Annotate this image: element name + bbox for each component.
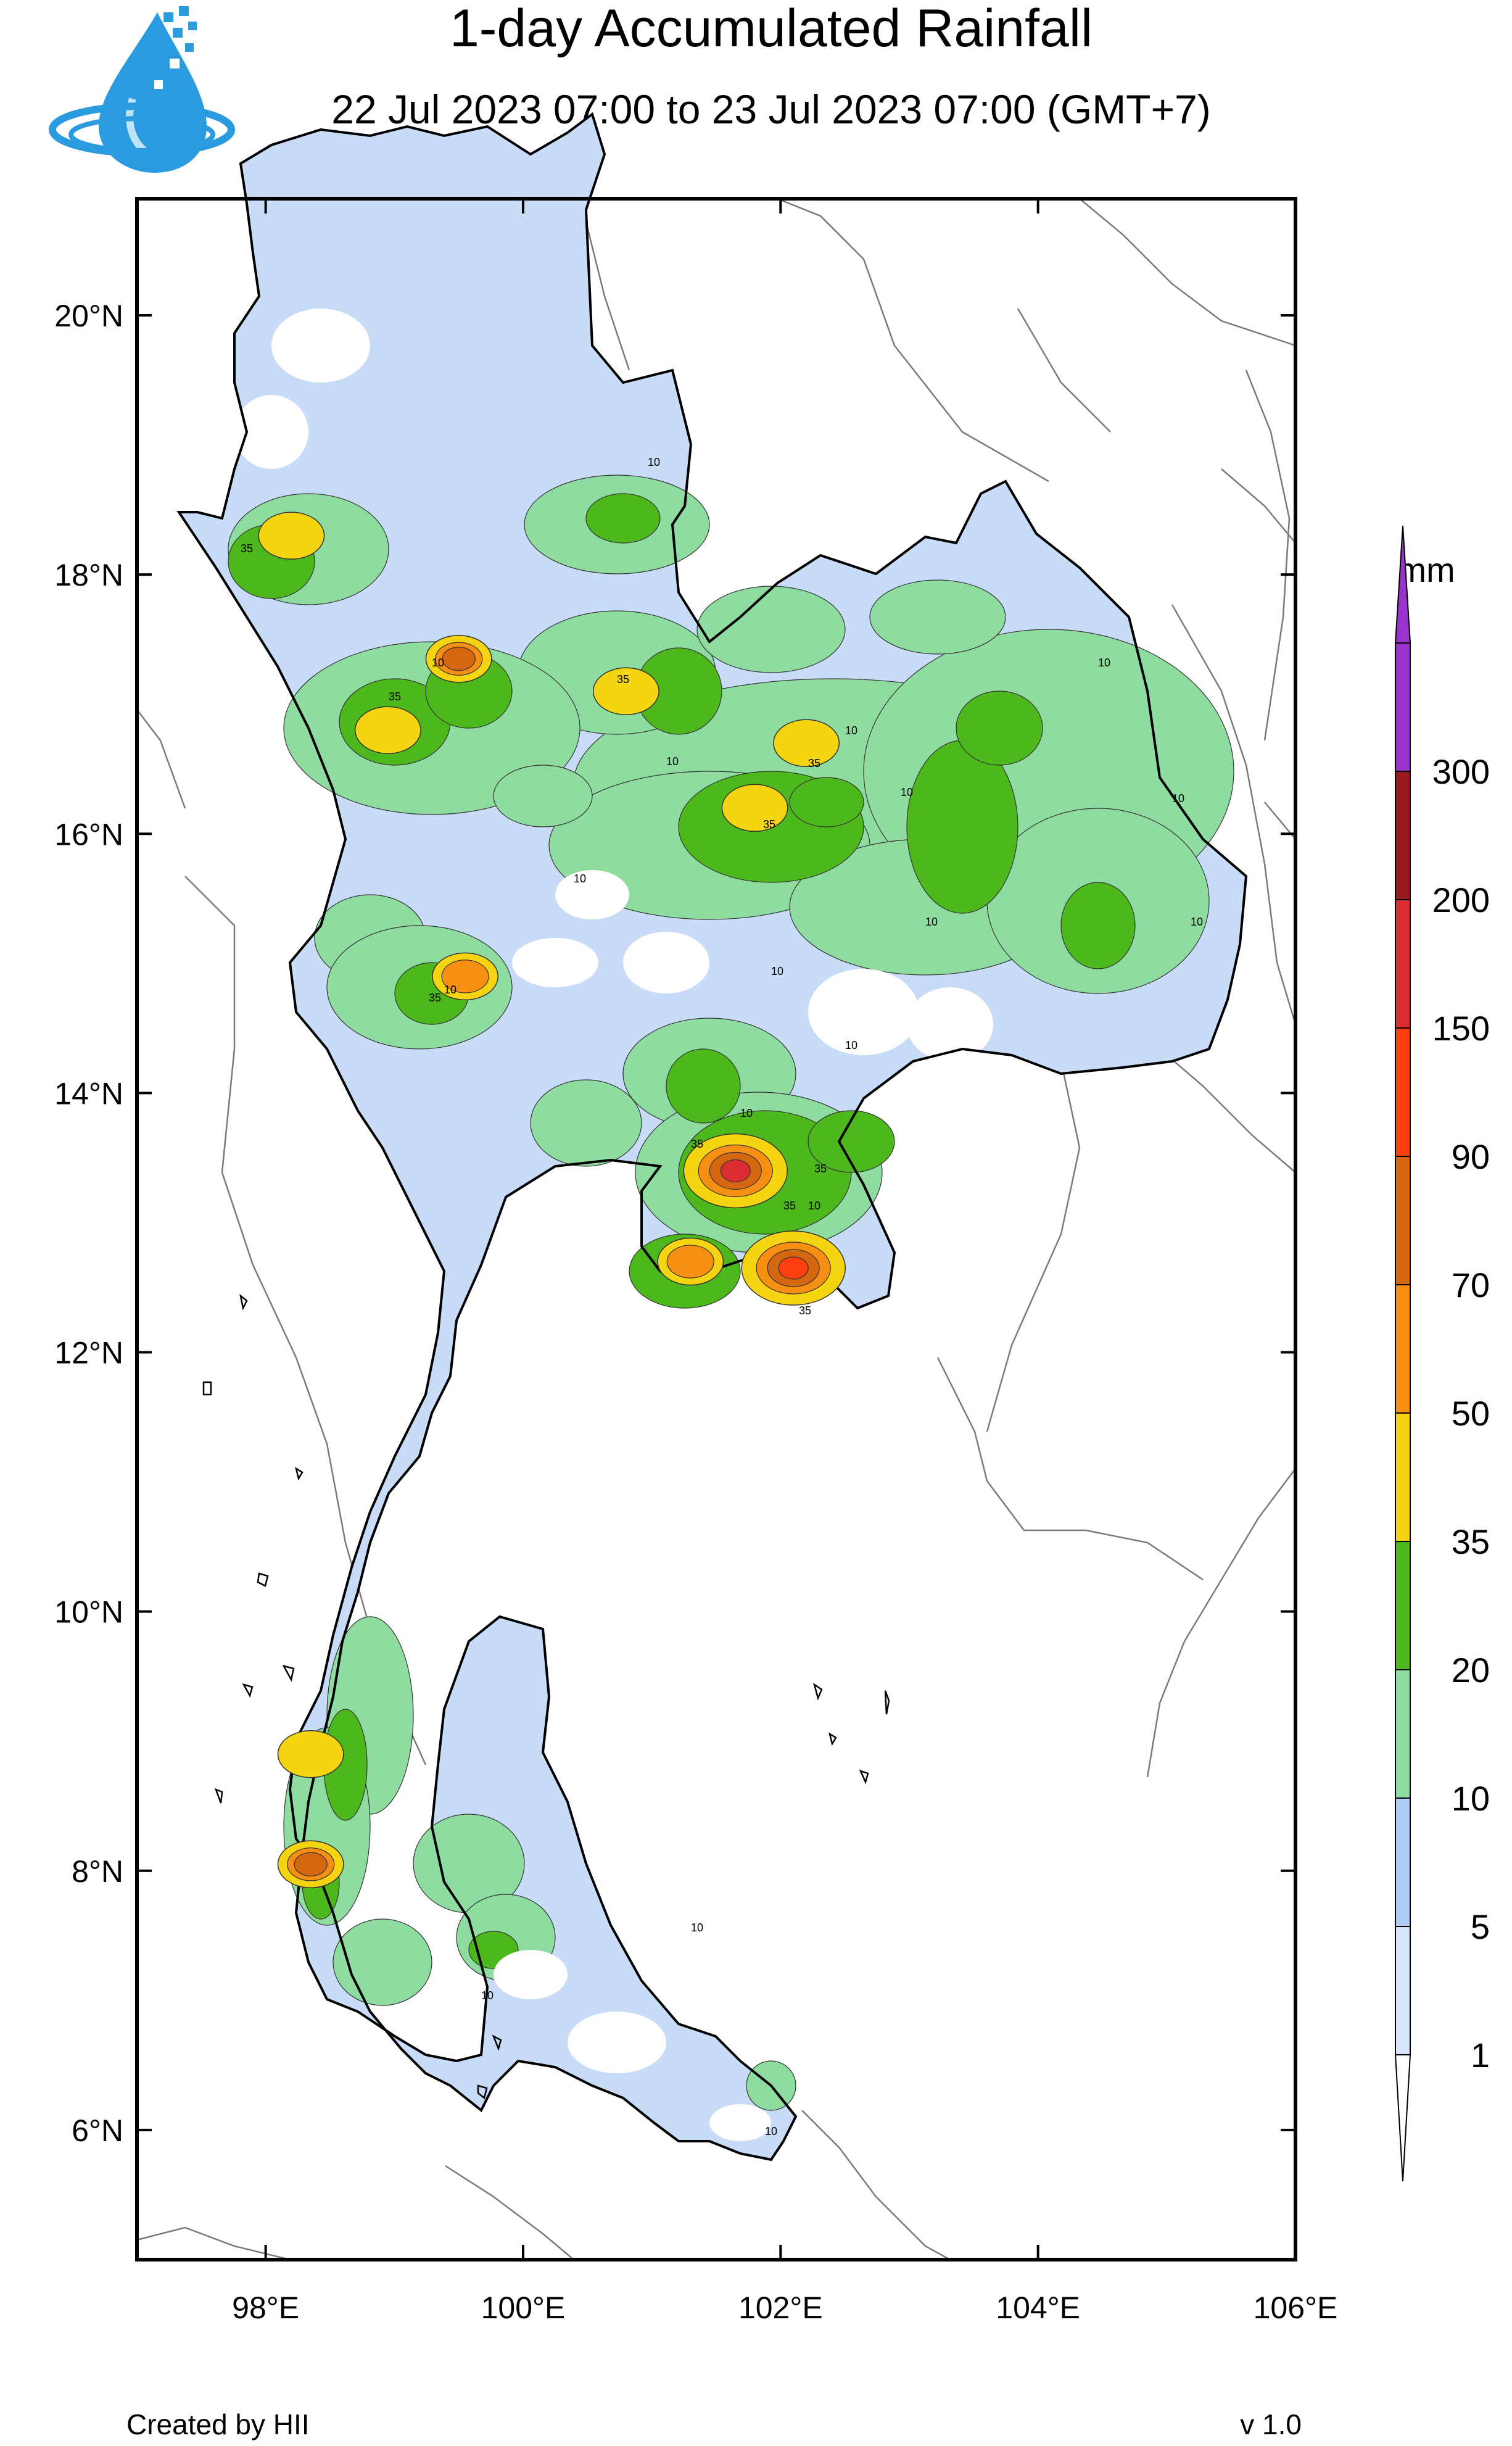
credit-text: Created by HII: [126, 2408, 310, 2440]
lon-tick-label-0: 98°E: [232, 2291, 299, 2325]
colorbar-swatch-7: [1395, 1027, 1411, 1157]
contour-label-10-7: 10: [444, 984, 456, 996]
rain-cell-peak-7: [720, 1159, 751, 1183]
contour-label-35-1: 35: [389, 690, 401, 703]
islands: [202, 1293, 890, 2100]
contour-label-10-15: 10: [691, 1922, 703, 1934]
rain-cell-5: [721, 784, 788, 832]
contour-label-35-4: 35: [763, 818, 775, 831]
colorbar-level-label-2: 10: [1452, 1779, 1490, 1818]
map-axes: 98°E 100°E 102°E 104°E 106°E 20°N 18°N 16°N 14°N…: [54, 199, 1337, 2325]
lon-tick-label-2: 102°E: [738, 2291, 823, 2325]
colorbar-level-label-9: 200: [1432, 881, 1490, 919]
rain-cell-core-6: [441, 960, 489, 993]
colorbar-swatch-8: [1395, 899, 1411, 1029]
colorbar-level-label-7: 90: [1452, 1137, 1490, 1176]
colorbar-level-label-6: 70: [1452, 1266, 1490, 1304]
colorbar-swatch-0: [1395, 1926, 1411, 2055]
colorbar-level-label-10: 300: [1432, 752, 1490, 791]
colorbar-level-label-5: 50: [1452, 1394, 1490, 1433]
rain-cell-0: [258, 512, 325, 560]
contour-label-10-9: 10: [925, 916, 938, 928]
contour-label-35-8: 35: [799, 1304, 811, 1317]
version-text: v 1.0: [1240, 2408, 1302, 2440]
contour-label-35-2: 35: [617, 673, 629, 686]
contour-label-10-1: 10: [666, 755, 679, 768]
lat-tick-label-0: 20°N: [54, 299, 123, 333]
contour-label-35-7: 35: [783, 1200, 796, 1212]
colorbar-swatch-6: [1395, 1156, 1411, 1285]
lon-tick-label-1: 100°E: [481, 2291, 566, 2325]
chart-title: 1-day Accumulated Rainfall: [450, 0, 1093, 58]
contour-label-10-2: 10: [845, 724, 857, 737]
colorbar-level-label-8: 150: [1432, 1009, 1490, 1048]
contour-label-10-14: 10: [845, 1039, 857, 1051]
contour-label-10-8: 10: [771, 965, 783, 977]
colorbar-swatch-4: [1395, 1412, 1411, 1542]
contour-label-35-0: 35: [241, 542, 253, 555]
rain-cell-inner-11: [294, 1852, 328, 1876]
lat-tick-label-2: 16°N: [54, 817, 123, 852]
contour-label-10-5: 10: [1172, 792, 1184, 805]
contour-label-10-11: 10: [740, 1107, 753, 1119]
contour-label-10-12: 10: [808, 1200, 820, 1212]
contour-label-35-6: 35: [691, 1138, 703, 1150]
colorbar-level-label-4: 35: [1452, 1522, 1490, 1561]
contour-label-10-4: 10: [1098, 657, 1110, 669]
colorbar-level-label-0: 1: [1471, 2036, 1490, 2075]
rain-cell-peak-8: [778, 1256, 809, 1280]
rain-cell-4: [773, 719, 840, 768]
lat-tick-label-5: 10°N: [54, 1595, 123, 1630]
contour-label-10-3: 10: [432, 657, 444, 669]
lat-tick-label-7: 6°N: [72, 2113, 123, 2148]
lon-tick-label-3: 104°E: [996, 2291, 1080, 2325]
rain-cell-2: [354, 706, 421, 755]
lat-tick-label-4: 12°N: [54, 1336, 123, 1370]
map-frame: [135, 197, 1297, 2262]
contour-label-10-10: 10: [574, 873, 586, 885]
rain-cell-core-9: [666, 1245, 714, 1279]
lon-tick-label-4: 106°E: [1254, 2291, 1338, 2325]
contour-label-10-6: 10: [1191, 916, 1203, 928]
lat-tick-label-3: 14°N: [54, 1076, 123, 1111]
colorbar-swatch-2: [1395, 1669, 1411, 1799]
contour-label-35-5: 35: [429, 992, 441, 1004]
contour-label-35-9: 35: [814, 1163, 827, 1175]
lat-tick-label-6: 8°N: [72, 1854, 123, 1889]
rainfall-colorbar: mm 1 5 10 20 35 50 70 90 150 200 300: [1394, 525, 1490, 2182]
colorbar-bottom-arrow: [1394, 2054, 1411, 2182]
colorbar-top-arrow: [1394, 525, 1411, 644]
contour-label-10-17: 10: [765, 2125, 777, 2137]
water-drop-logo-icon: [49, 6, 235, 173]
colorbar-swatch-9: [1395, 771, 1411, 900]
lat-tick-label-1: 18°N: [54, 558, 123, 592]
rain-cell-3: [592, 667, 659, 715]
contour-label-35-3: 35: [808, 757, 820, 769]
contour-label-10-0: 10: [648, 456, 660, 468]
contour-label-10-13: 10: [901, 786, 913, 798]
colorbar-level-label-1: 5: [1471, 1907, 1490, 1946]
rain-cell-inner-1: [442, 647, 476, 671]
colorbar-swatch-5: [1395, 1284, 1411, 1414]
chart-subtitle: 22 Jul 2023 07:00 to 23 Jul 2023 07:00 (…: [331, 86, 1210, 132]
colorbar-level-label-3: 20: [1452, 1651, 1490, 1689]
colorbar-swatch-3: [1395, 1541, 1411, 1670]
contour-label-10-16: 10: [481, 1989, 494, 2002]
colorbar-unit-label: mm: [1397, 550, 1455, 589]
colorbar-swatch-1: [1395, 1797, 1411, 1927]
rain-cell-10: [277, 1730, 344, 1778]
rainfall-cells: [258, 512, 846, 1889]
colorbar-swatch-10: [1395, 642, 1411, 772]
